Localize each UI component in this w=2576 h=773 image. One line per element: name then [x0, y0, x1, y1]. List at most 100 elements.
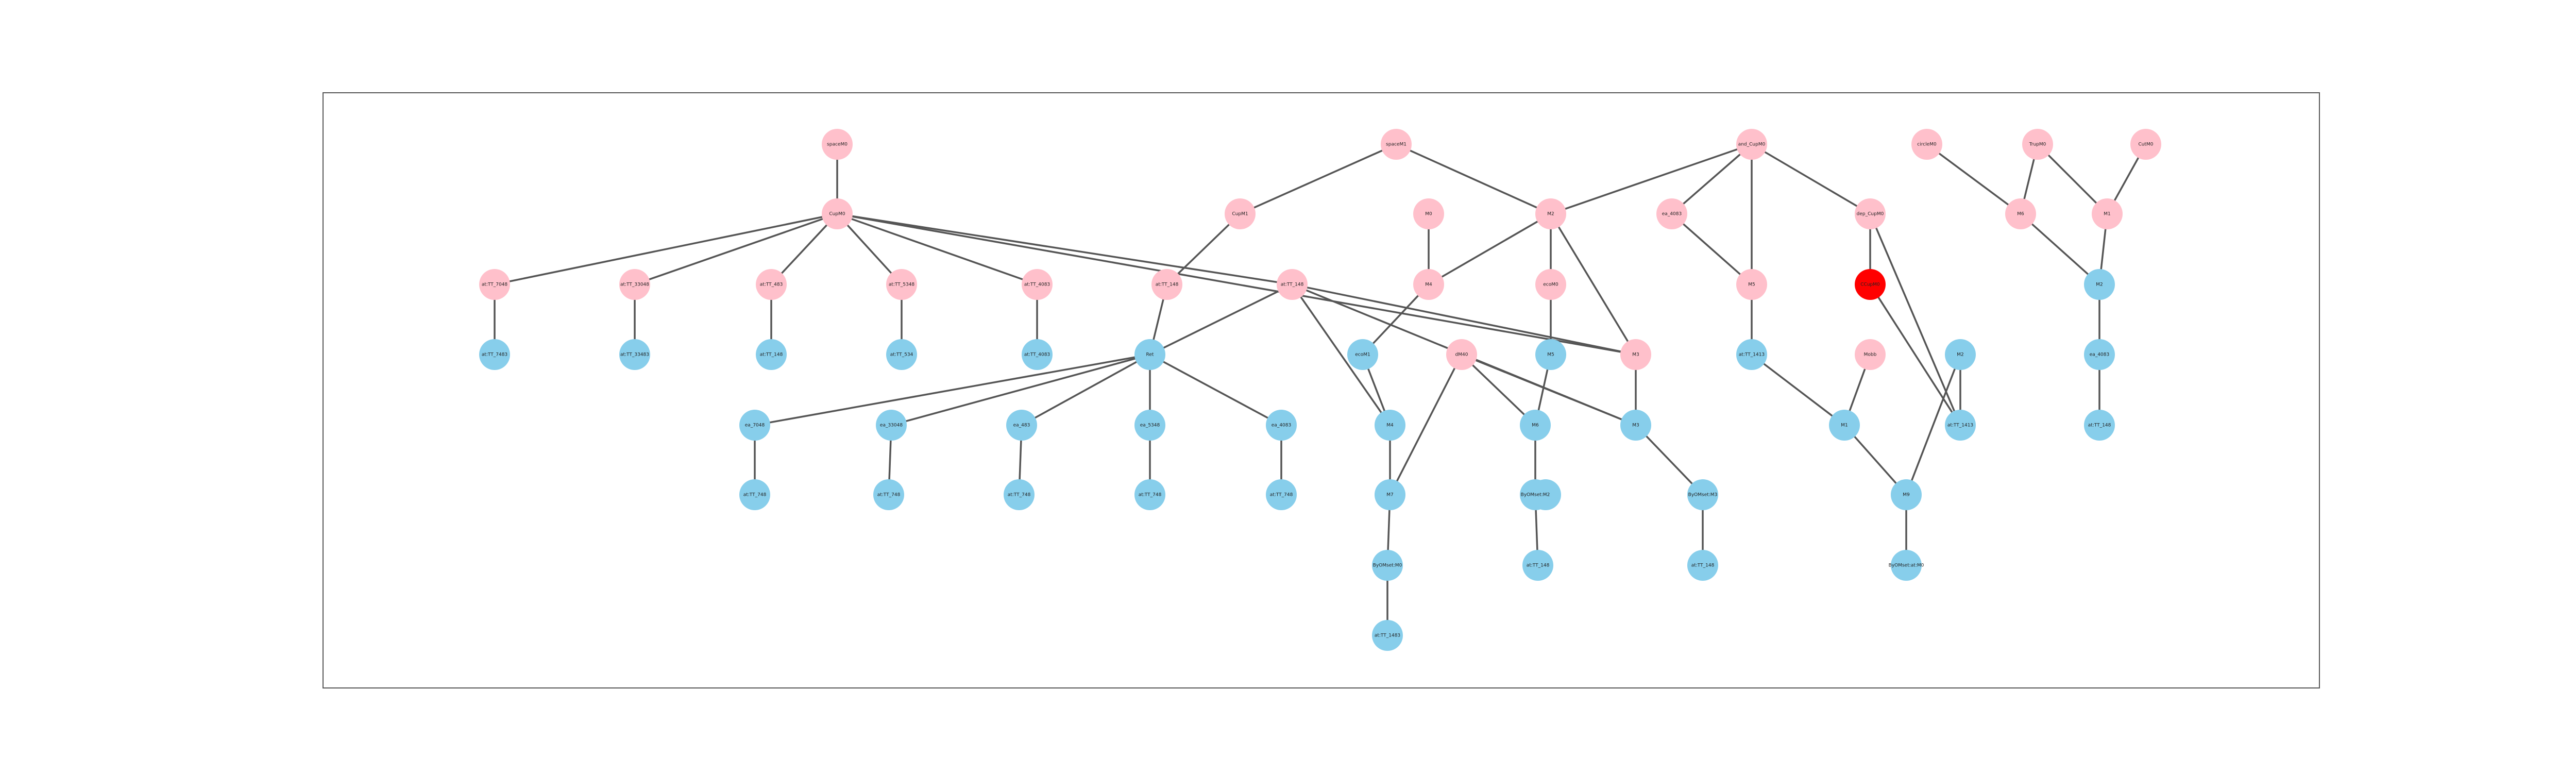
node-n48: M6 [1520, 410, 1551, 441]
node-circle [1375, 410, 1405, 441]
node-n42: at:TT_748 [1266, 479, 1297, 510]
node-label: spaceM0 [827, 142, 848, 147]
node-n29: CutM0 [2130, 129, 2161, 160]
node-circle [1372, 550, 1403, 581]
node-circle [1535, 339, 1566, 370]
node-circle [1535, 269, 1566, 300]
edge-n46-n48 [1461, 354, 1536, 426]
node-label: M1 [1841, 423, 1848, 428]
node-circle [1891, 479, 1922, 510]
edge-n17-n20 [1428, 213, 1551, 285]
node-n15: at:TT_148 [1277, 269, 1308, 300]
node-label: M2 [1547, 212, 1554, 217]
node-circle [1855, 339, 1886, 370]
node-circle [1656, 198, 1687, 229]
node-n45: M5 [1535, 339, 1566, 370]
node-label: TrupM0 [2029, 142, 2046, 147]
node-circle [2005, 198, 2036, 229]
edge-n1-n5 [836, 213, 903, 285]
edge-n1-n4 [770, 213, 838, 285]
node-n9: at:TT_148 [756, 339, 787, 370]
node-n18: M3 [1620, 339, 1651, 370]
node-n31: M1 [2092, 198, 2123, 229]
node-label: and_CupM0 [1738, 142, 1766, 147]
edge-n15-n44 [1291, 284, 1391, 426]
edge-n25-n59 [1869, 284, 1961, 426]
node-n46: dM40 [1446, 339, 1477, 370]
node-circle [479, 339, 510, 370]
node-label: at:TT_33048 [620, 282, 649, 288]
node-n59: at:TT_1413 [1945, 410, 1976, 441]
node-label: ByOMset:M3 [1688, 493, 1718, 498]
plot-frame [323, 92, 2320, 688]
edge-n17-n18 [1550, 213, 1637, 355]
node-label: at:TT_148 [1281, 282, 1304, 288]
node-circle [1522, 550, 1553, 581]
node-circle [1134, 339, 1165, 370]
node-label: dM40 [1455, 352, 1468, 358]
node-n44: M4 [1375, 410, 1405, 441]
edge-n12-n17 [1396, 143, 1551, 215]
node-label: at:TT_1413 [1739, 352, 1765, 358]
node-label: at:TT_148 [2088, 423, 2111, 428]
node-circle [886, 339, 917, 370]
node-n26: Mobb [1855, 339, 1886, 370]
node-label: ByOMset:M2 [1521, 493, 1550, 498]
node-label: M2 [2096, 282, 2103, 288]
edge-n15-n32 [1149, 283, 1293, 356]
node-circle [1535, 198, 1566, 229]
node-circle [1945, 410, 1976, 441]
edge-n22-n24 [1751, 143, 1871, 215]
node-circle [619, 339, 650, 370]
node-n16: M0 [1413, 198, 1444, 229]
edge-n32-n35 [1021, 354, 1150, 426]
node-label: at:TT_748 [743, 493, 767, 498]
node-label: ea_483 [1013, 423, 1030, 428]
node-label: at:TT_148 [1691, 563, 1715, 568]
node-label: at:TT_1483 [1375, 633, 1400, 638]
node-label: circleM0 [1917, 142, 1937, 147]
node-n1: CupM0 [822, 198, 853, 229]
node-n32: Ret [1134, 339, 1165, 370]
node-n33: ea_7048 [739, 410, 770, 441]
node-label: ea_4083 [1662, 212, 1682, 217]
node-circle [1620, 339, 1651, 370]
node-circle [1520, 410, 1551, 441]
node-label: CutM0 [2138, 142, 2153, 147]
node-n10: at:TT_534 [886, 339, 917, 370]
node-circle [756, 269, 787, 300]
node-circle [873, 479, 904, 510]
node-n11: at:TT_4083 [1022, 339, 1053, 370]
node-circle [1520, 479, 1551, 510]
node-label: at:TT_748 [877, 493, 901, 498]
node-n65: at:TT_148 [2084, 410, 2115, 441]
node-circle [1687, 550, 1718, 581]
node-n56: at:TT_148 [1687, 550, 1718, 581]
node-label: at:TT_7483 [482, 352, 507, 358]
edge-n22-n17 [1550, 143, 1752, 215]
node-label: dep_CupM0 [1857, 212, 1884, 217]
node-label: CupM0 [829, 212, 845, 217]
node-label: at:TT_1413 [1947, 423, 1973, 428]
node-label: ecoM1 [1355, 352, 1370, 358]
node-n62: ByOMset:at:M0 [1889, 550, 1924, 581]
node-label: Ret [1146, 352, 1154, 358]
node-circle [1372, 620, 1403, 651]
edge-n57-n58 [1751, 354, 1845, 426]
edge-n22-n21 [1671, 143, 1753, 215]
node-n5: at:TT_5348 [886, 269, 917, 300]
node-circle [2130, 129, 2161, 160]
node-label: at:TT_33483 [620, 352, 649, 358]
node-circle [1911, 129, 1942, 160]
node-label: ea_5348 [1140, 423, 1160, 428]
node-n30: M6 [2005, 198, 2036, 229]
edge-n15-n18 [1292, 283, 1636, 356]
edge-n32-n37 [1149, 354, 1282, 426]
node-circle [1855, 198, 1886, 229]
node-n43: ecoM1 [1347, 339, 1378, 370]
node-n0: spaceM0 [822, 129, 853, 160]
node-label: M5 [1547, 352, 1554, 358]
node-n34: ea_33048 [876, 410, 907, 441]
node-n41: at:TT_748 [1134, 479, 1165, 510]
node-label: M6 [1532, 423, 1539, 428]
